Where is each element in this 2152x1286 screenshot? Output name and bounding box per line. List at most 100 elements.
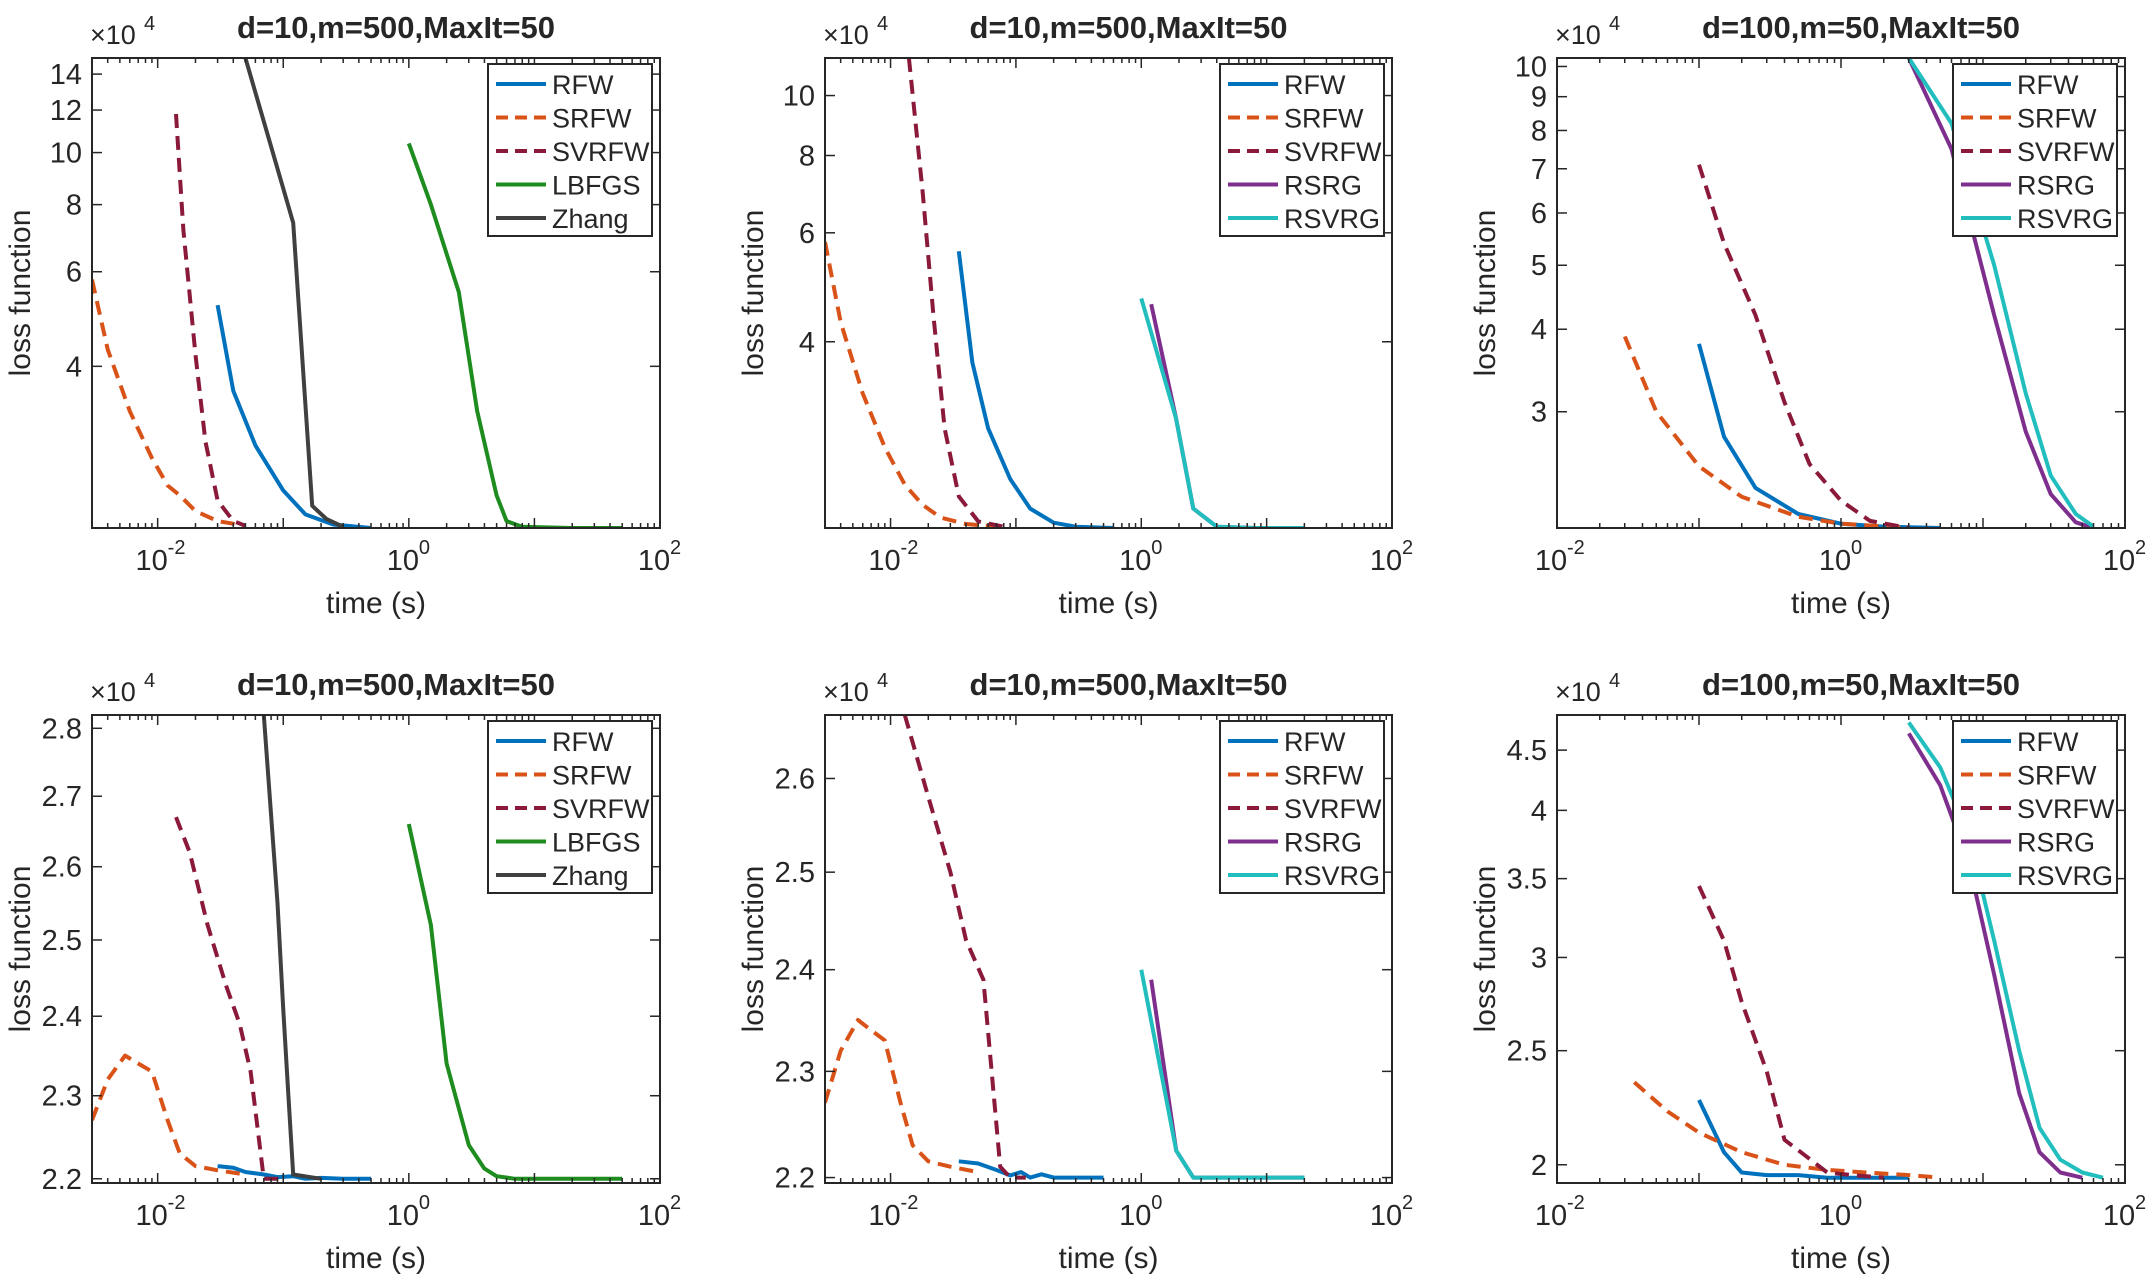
x-tick-exponent: -2 — [168, 537, 186, 559]
chart-title: d=10,m=500,MaxIt=50 — [237, 10, 555, 45]
axes-box — [824, 57, 1393, 529]
y-tick-label: 5 — [1531, 250, 1547, 282]
y-tick-label: 2.7 — [42, 781, 82, 813]
y-tick-label: 2.2 — [775, 1163, 815, 1195]
series-group — [1632, 721, 2104, 1180]
series-line-svrfw — [174, 113, 247, 528]
y-tick-label: 3.5 — [1507, 864, 1547, 896]
y-axis-label: loss function — [737, 210, 770, 377]
y-tick-label: 4.5 — [1507, 735, 1547, 767]
legend-label-rsvrg: RSVRG — [1284, 861, 1380, 891]
legend-label-svrfw: SVRFW — [1284, 137, 1382, 167]
series-line-svrfw — [906, 58, 1005, 528]
legend-label-rsvrg: RSVRG — [2017, 204, 2113, 234]
series-line-rsrg — [1907, 732, 2083, 1180]
x-tick-label: 10 — [638, 545, 670, 577]
chart-title: d=10,m=500,MaxIt=50 — [237, 667, 555, 702]
axes-box — [91, 714, 661, 1184]
y-tick-label: 2.6 — [42, 852, 82, 884]
y-axis-label: loss function — [4, 866, 37, 1033]
y-tick-label: 2.5 — [775, 857, 815, 889]
legend-label-rsrg: RSRG — [2017, 171, 2095, 201]
x-axis-label: time (s) — [1059, 587, 1159, 620]
legend-label-svrfw: SVRFW — [552, 137, 650, 167]
x-tick-label: 10 — [1819, 1200, 1851, 1232]
series-line-zhang — [261, 715, 322, 1181]
x-tick-label: 10 — [387, 1200, 419, 1232]
series-line-rfw — [1697, 343, 1941, 528]
x-axis-label: time (s) — [1791, 1242, 1891, 1275]
chart-title: d=100,m=50,MaxIt=50 — [1702, 10, 2020, 45]
series-line-svrfw — [1697, 885, 1884, 1180]
y-tick-label: 14 — [50, 59, 82, 91]
legend-label-lbfgs: LBFGS — [552, 828, 641, 858]
x-tick-label: 10 — [2103, 545, 2135, 577]
y-tick-label: 2.4 — [42, 1001, 82, 1033]
y-tick-label: 10 — [50, 138, 82, 170]
axes-box — [824, 714, 1393, 1184]
y-tick-label: 2.4 — [775, 955, 815, 987]
y-exponent-base: ×10 — [90, 677, 136, 707]
x-tick-exponent: -2 — [1567, 537, 1585, 559]
y-tick-label: 3 — [1531, 942, 1547, 974]
y-tick-label: 4 — [66, 351, 82, 383]
series-line-rsrg — [1906, 58, 2095, 528]
series-group — [92, 715, 623, 1181]
legend-label-srfw: SRFW — [1284, 104, 1364, 134]
chart-panel-6: 10 -2 10 0 10 222.533.544.5×10 4 d=100,m=50,Max… — [1469, 667, 2146, 1275]
series-group — [1622, 58, 2095, 528]
y-tick-label: 2.5 — [42, 925, 82, 957]
x-tick-exponent: 0 — [419, 1192, 430, 1214]
x-tick-exponent: 0 — [419, 537, 430, 559]
x-tick-exponent: -2 — [901, 537, 919, 559]
y-exponent-base: ×10 — [1555, 677, 1601, 707]
x-tick-label: 10 — [2103, 1200, 2135, 1232]
series-line-lbfgs — [406, 823, 623, 1181]
legend-label-rsrg: RSRG — [1284, 828, 1362, 858]
legend-label-rfw: RFW — [552, 70, 614, 100]
series-line-srfw — [92, 279, 246, 528]
series-group — [825, 58, 1305, 528]
x-tick-exponent: -2 — [901, 1192, 919, 1214]
y-tick-label: 8 — [1531, 115, 1547, 147]
legend-label-svrfw: SVRFW — [1284, 794, 1382, 824]
series-line-rfw — [1697, 1099, 1909, 1180]
y-tick-label: 6 — [799, 218, 815, 250]
series-line-srfw — [92, 1053, 246, 1177]
x-tick-label: 10 — [1119, 1200, 1151, 1232]
y-axis-label: loss function — [4, 210, 37, 377]
chart-panel-4: 10 -2 10 0 10 22.22.32.42.52.62.72.8×10 4 d=10,… — [4, 667, 681, 1275]
legend-label-svrfw: SVRFW — [2017, 137, 2115, 167]
y-tick-label: 4 — [799, 327, 815, 359]
series-group — [825, 715, 1305, 1180]
y-exponent-power: 4 — [877, 670, 888, 692]
x-tick-label: 10 — [136, 545, 168, 577]
x-tick-label: 10 — [1370, 1200, 1402, 1232]
legend-label-rsrg: RSRG — [2017, 828, 2095, 858]
series-line-svrfw — [174, 816, 284, 1181]
x-axis-label: time (s) — [1791, 587, 1891, 620]
x-tick-label: 10 — [868, 545, 900, 577]
y-tick-label: 12 — [50, 95, 82, 127]
chart-title: d=10,m=500,MaxIt=50 — [970, 667, 1288, 702]
y-axis-label: loss function — [1469, 866, 1502, 1033]
series-line-rsvrg — [1139, 969, 1305, 1180]
series-line-svrfw — [902, 715, 1026, 1180]
y-tick-label: 10 — [783, 81, 815, 113]
chart-title: d=10,m=500,MaxIt=50 — [970, 10, 1288, 45]
x-tick-exponent: 0 — [1151, 1192, 1162, 1214]
legend-label-srfw: SRFW — [552, 761, 632, 791]
series-line-rsvrg — [1139, 297, 1305, 528]
y-exponent-base: ×10 — [823, 20, 869, 50]
legend-label-zhang: Zhang — [552, 204, 629, 234]
legend-label-rsrg: RSRG — [1284, 171, 1362, 201]
y-axis-label: loss function — [1469, 210, 1502, 377]
y-tick-label: 2.3 — [775, 1056, 815, 1088]
x-tick-exponent: 2 — [1402, 1192, 1413, 1214]
